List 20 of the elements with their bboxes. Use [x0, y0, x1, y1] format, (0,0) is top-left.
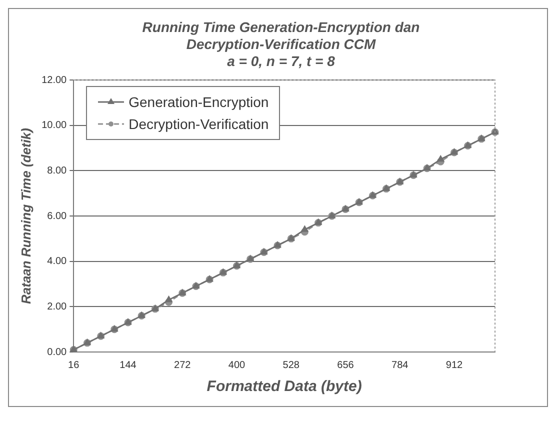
y-tick-label: 2.00: [47, 301, 68, 312]
y-tick-label: 8.00: [47, 165, 68, 176]
x-tick-label: 528: [282, 360, 300, 371]
x-tick-label: 784: [392, 360, 409, 371]
y-tick-label: 0.00: [47, 346, 68, 358]
y-tick-label: 12.00: [42, 74, 68, 86]
x-tick-label: 912: [446, 360, 463, 371]
x-tick-label: 656: [337, 360, 354, 371]
x-tick-label: 400: [228, 360, 246, 371]
legend-label: Decryption-Verification: [128, 115, 269, 134]
x-tick-label: 16: [68, 360, 80, 371]
y-tick-label: 10.00: [42, 120, 68, 132]
x-tick-label: 272: [174, 360, 192, 371]
x-axis-title: Formatted Data (byte): [206, 378, 362, 396]
x-tick-label: 144: [120, 360, 137, 371]
chart-title: Running Time Generation-Encryption dan Decryption-Verification CCM a = 0, n = 7, t = 8: [141, 19, 421, 70]
y-tick-label: 6.00: [47, 210, 68, 222]
legend-label: Generation-Encryption: [128, 93, 269, 112]
y-tick-label: 4.00: [47, 256, 68, 268]
y-axis-title: Rataan Running Time (detik): [18, 128, 34, 304]
